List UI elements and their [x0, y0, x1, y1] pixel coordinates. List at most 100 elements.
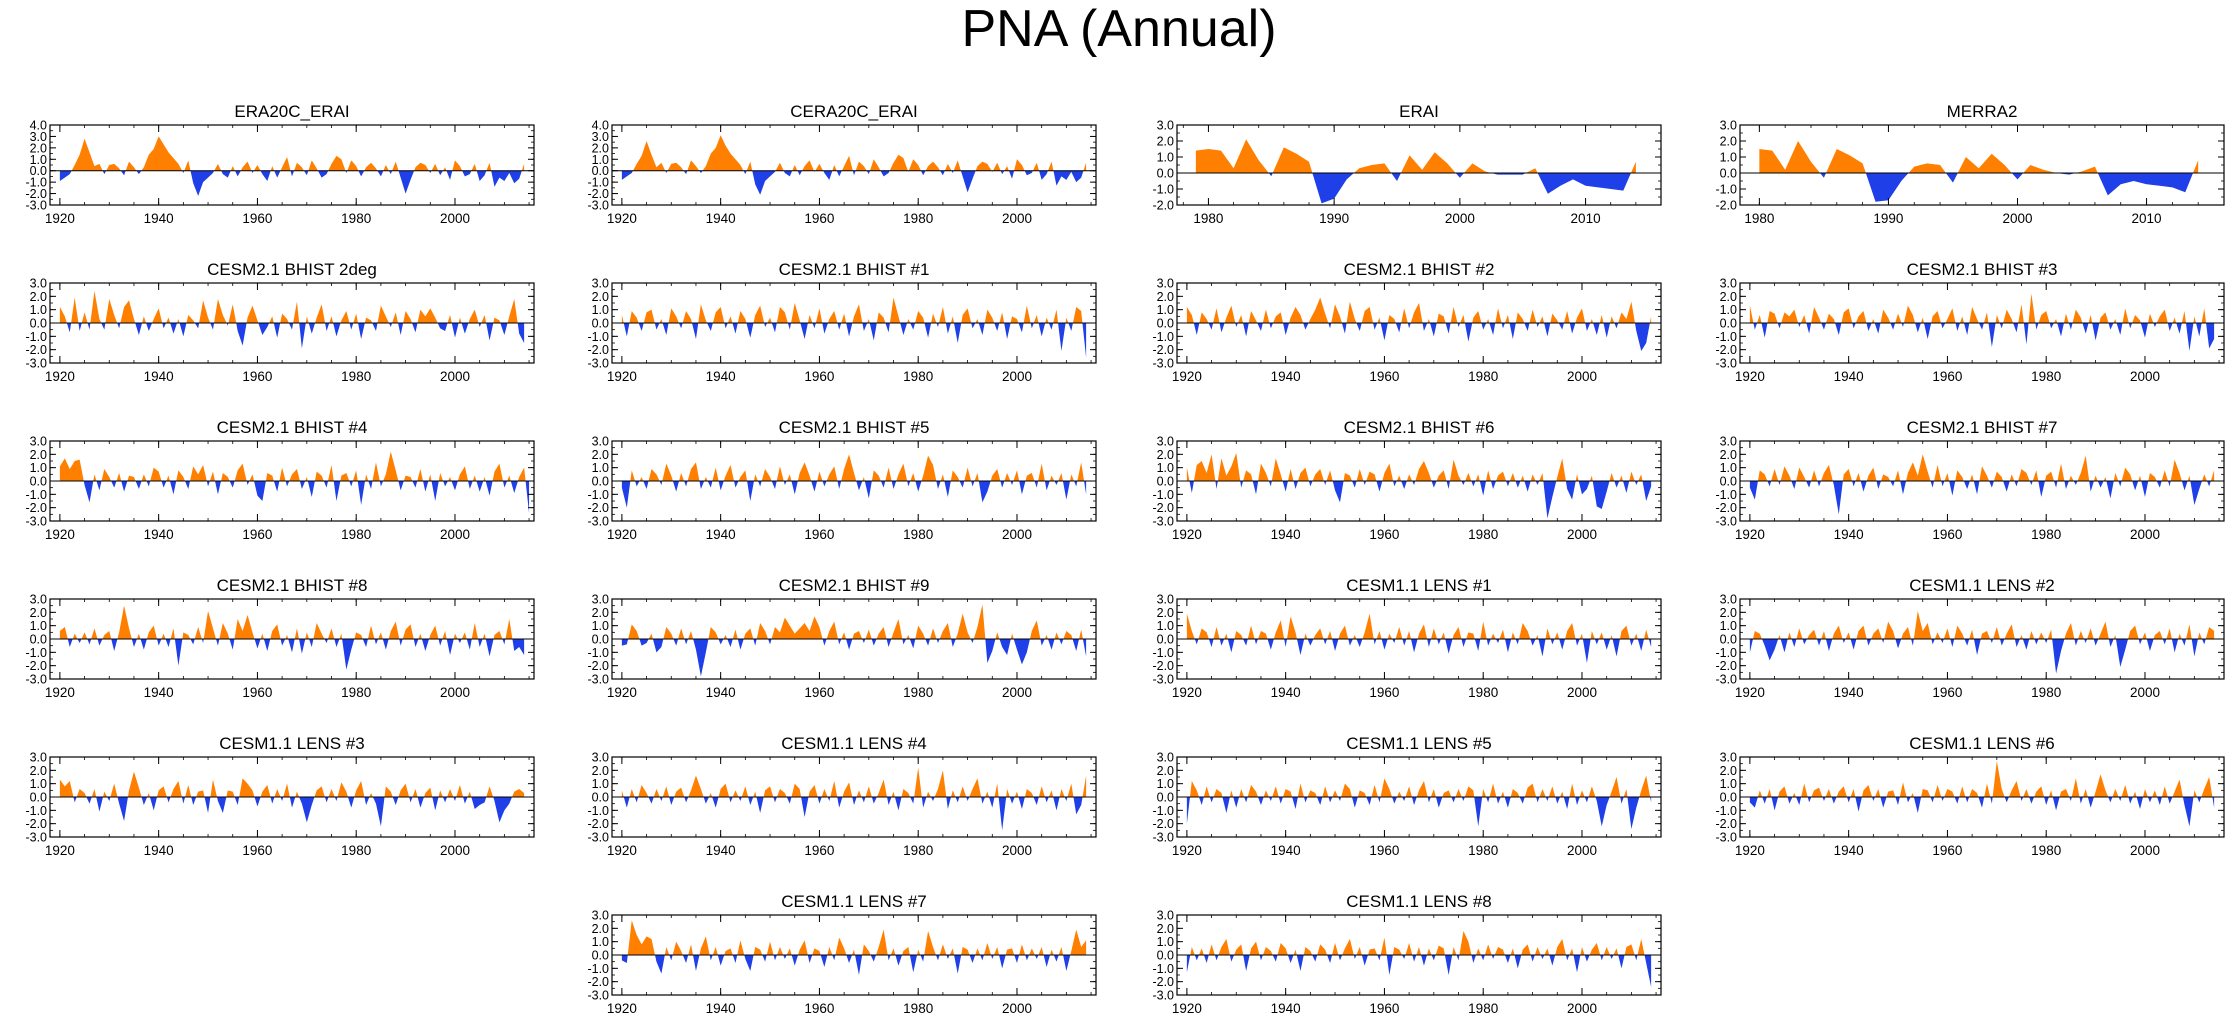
y-tick-label: 3.0	[1157, 751, 1174, 765]
y-tick-label: 3.0	[1157, 119, 1174, 133]
y-tick-label: -2.0	[1152, 659, 1174, 673]
y-tick-label: 2.0	[1157, 764, 1174, 778]
y-tick-label: 2.0	[1157, 135, 1174, 149]
y-tick-label: 4.0	[592, 119, 609, 133]
y-tick-label: 1.0	[592, 619, 609, 633]
negative-area	[1186, 797, 1652, 829]
x-tick-label: 1940	[144, 369, 174, 384]
x-tick-label: 1920	[45, 685, 75, 700]
x-tick-label: 2000	[1002, 843, 1032, 858]
y-tick-label: -1.0	[587, 962, 609, 976]
y-tick-label: 2.0	[1720, 290, 1737, 304]
y-tick-label: -1.0	[1152, 646, 1174, 660]
negative-area	[59, 170, 525, 196]
negative-area	[1759, 173, 2199, 202]
y-tick-label: -2.0	[25, 343, 47, 357]
y-tick-label: 0.0	[30, 164, 47, 178]
y-tick-label: 0.0	[1720, 791, 1737, 805]
x-tick-label: 2000	[440, 527, 470, 542]
y-tick-label: 0.0	[592, 949, 609, 963]
panel-title: CERA20C_ERAI	[790, 102, 918, 121]
negative-area	[621, 170, 1087, 195]
x-tick-label: 2000	[440, 369, 470, 384]
x-tick-label: 1940	[1271, 1001, 1301, 1016]
y-tick-label: 0.0	[592, 164, 609, 178]
y-tick-label: 2.0	[30, 448, 47, 462]
chart-panel: CESM2.1 BHIST #9 3.02.01.00.0-1.0-2.0-3.0…	[587, 576, 1097, 700]
x-tick-label: 1920	[1172, 685, 1202, 700]
x-tick-label: 2000	[2002, 211, 2032, 226]
y-tick-label: 2.0	[592, 290, 609, 304]
y-tick-label: 0.0	[1157, 475, 1174, 489]
panel-title: CESM2.1 BHIST #2	[1344, 260, 1495, 279]
chart-panel: CESM1.1 LENS #13.02.01.00.0-1.0-2.0-3.01…	[1152, 576, 1662, 700]
x-tick-label: 1940	[144, 211, 174, 226]
x-tick-label: 1990	[1873, 211, 1903, 226]
y-tick-label: -1.0	[1152, 962, 1174, 976]
x-tick-label: 1940	[1834, 843, 1864, 858]
positive-area	[621, 297, 1087, 323]
y-tick-label: -1.0	[1715, 330, 1737, 344]
panel-title: CESM1.1 LENS #3	[219, 734, 365, 753]
chart-panel: CESM2.1 BHIST #7 3.02.01.00.0-1.0-2.0-3.0…	[1715, 418, 2225, 542]
x-tick-label: 2000	[1002, 369, 1032, 384]
panel-title: CESM2.1 BHIST #7	[1907, 418, 2058, 437]
y-tick-label: 0.0	[592, 475, 609, 489]
y-tick-label: -3.0	[1152, 989, 1174, 1003]
x-tick-label: 1940	[1834, 527, 1864, 542]
x-tick-label: 1940	[706, 527, 736, 542]
y-tick-label: -2.0	[1715, 659, 1737, 673]
x-tick-label: 1940	[144, 527, 174, 542]
x-tick-label: 1980	[903, 211, 933, 226]
positive-area	[1186, 775, 1652, 797]
y-tick-label: 3.0	[1157, 909, 1174, 923]
chart-panel: ERAI 3.0 2.0 1.0 0.0 -1.0 -2.0 1980 1990 2000 2010	[1152, 102, 1662, 226]
negative-area	[621, 955, 1087, 975]
y-tick-label: -1.0	[587, 804, 609, 818]
y-tick-label: 3.0	[1720, 119, 1737, 133]
x-tick-label: 1980	[341, 685, 371, 700]
chart-panel: MERRA2 3.0 2.0 1.0 0.0 -1.0 -2.0 1980 1990 2000 20…	[1715, 102, 2225, 226]
y-tick-label: -3.0	[25, 515, 47, 529]
y-tick-label: -2.0	[1715, 343, 1737, 357]
y-tick-label: 3.0	[592, 435, 609, 449]
y-tick-label: 2.0	[1720, 135, 1737, 149]
y-tick-label: -2.0	[1152, 199, 1174, 213]
y-tick-label: 1.0	[30, 303, 47, 317]
y-tick-label: -2.0	[1152, 501, 1174, 515]
y-tick-label: 3.0	[592, 909, 609, 923]
page-title: PNA (Annual)	[961, 0, 1277, 58]
panel-title: CESM1.1 LENS #2	[1909, 576, 2055, 595]
y-tick-label: 0.0	[30, 633, 47, 647]
x-tick-label: 1920	[1735, 843, 1765, 858]
chart-panel: CESM1.1 LENS #23.02.01.00.0-1.0-2.0-3.01…	[1715, 576, 2225, 700]
panel-title: ERA20C_ERAI	[234, 102, 349, 121]
negative-area	[59, 639, 525, 670]
y-tick-label: 2.0	[1720, 448, 1737, 462]
y-tick-label: 1.0	[592, 153, 609, 167]
y-tick-label: 1.0	[592, 461, 609, 475]
panel-title: MERRA2	[1947, 102, 2018, 121]
x-tick-label: 1940	[706, 843, 736, 858]
negative-area	[1186, 481, 1652, 519]
x-tick-label: 1980	[2031, 527, 2061, 542]
y-tick-label: 1.0	[1720, 303, 1737, 317]
negative-area	[1749, 323, 2215, 351]
chart-panel: CESM1.1 LENS #43.02.01.00.0-1.0-2.0-3.01…	[587, 734, 1097, 858]
y-tick-label: 0.0	[30, 791, 47, 805]
panel-title: CESM2.1 BHIST 2deg	[207, 260, 377, 279]
y-tick-label: -3.0	[1715, 673, 1737, 687]
y-tick-label: 0.0	[1157, 791, 1174, 805]
panel-title: CESM1.1 LENS #5	[1346, 734, 1492, 753]
x-tick-label: 1980	[341, 527, 371, 542]
y-tick-label: -3.0	[25, 199, 47, 213]
y-tick-label: 3.0	[1720, 435, 1737, 449]
y-tick-label: 1.0	[1157, 777, 1174, 791]
panel-title: CESM1.1 LENS #4	[781, 734, 927, 753]
y-tick-label: 1.0	[1157, 619, 1174, 633]
y-tick-label: -1.0	[1715, 646, 1737, 660]
x-tick-label: 2000	[1567, 1001, 1597, 1016]
chart-panel: CERA20C_ERAI4.03.02.01.00.0-1.0-2.0-3.01…	[587, 102, 1097, 226]
x-tick-label: 2000	[1567, 527, 1597, 542]
x-tick-label: 1940	[706, 1001, 736, 1016]
